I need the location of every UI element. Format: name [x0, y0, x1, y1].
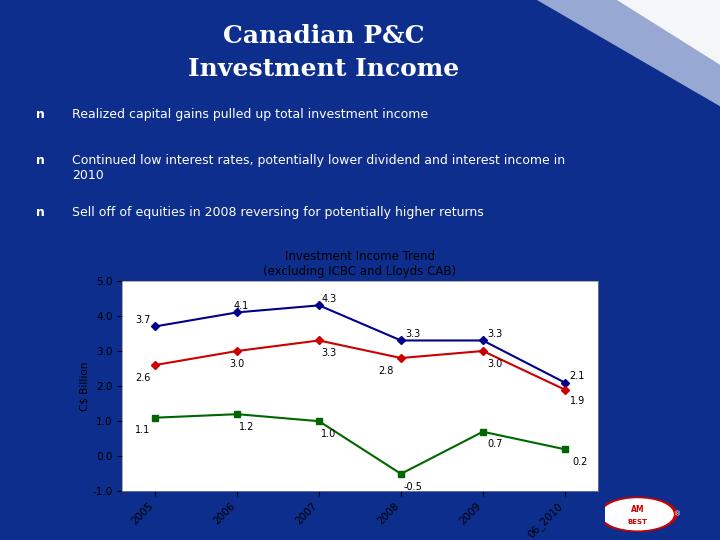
Text: 2.6: 2.6	[135, 373, 150, 383]
Text: 4.1: 4.1	[233, 301, 249, 310]
Title: Investment Income Trend
(excluding ICBC and Lloyds CAB): Investment Income Trend (excluding ICBC …	[264, 250, 456, 278]
Circle shape	[598, 497, 677, 531]
Text: 3.7: 3.7	[135, 315, 150, 325]
Text: 1.1: 1.1	[135, 426, 150, 435]
Text: n: n	[36, 206, 45, 219]
Y-axis label: C$ Billion: C$ Billion	[80, 361, 90, 411]
Text: 2.1: 2.1	[570, 371, 585, 381]
Text: 0.2: 0.2	[572, 457, 588, 467]
Text: 3.3: 3.3	[321, 348, 336, 358]
Text: 0.7: 0.7	[487, 440, 503, 449]
Text: 1.9: 1.9	[570, 396, 585, 406]
Text: AM: AM	[631, 505, 644, 514]
Text: 1.0: 1.0	[321, 429, 336, 439]
Text: Continued low interest rates, potentially lower dividend and interest income in
: Continued low interest rates, potentiall…	[72, 154, 565, 182]
Text: 2.8: 2.8	[379, 366, 394, 376]
Text: Canadian P&C: Canadian P&C	[223, 24, 425, 48]
Text: BEST: BEST	[628, 518, 647, 525]
Text: Realized capital gains pulled up total investment income: Realized capital gains pulled up total i…	[72, 108, 428, 121]
Text: 3.3: 3.3	[405, 329, 421, 339]
Text: Investment Income: Investment Income	[189, 57, 459, 80]
Text: 3.3: 3.3	[487, 329, 503, 339]
Polygon shape	[509, 0, 720, 119]
Text: 4.3: 4.3	[321, 294, 336, 303]
Text: n: n	[36, 154, 45, 167]
Circle shape	[602, 499, 673, 530]
Text: -0.5: -0.5	[404, 482, 423, 491]
Text: 3.0: 3.0	[487, 359, 503, 369]
Text: 1.2: 1.2	[239, 422, 255, 432]
Text: 3.0: 3.0	[230, 359, 245, 369]
Text: n: n	[36, 108, 45, 121]
Text: ®: ®	[674, 511, 681, 517]
Polygon shape	[591, 0, 720, 78]
Text: Sell off of equities in 2008 reversing for potentially higher returns: Sell off of equities in 2008 reversing f…	[72, 206, 484, 219]
